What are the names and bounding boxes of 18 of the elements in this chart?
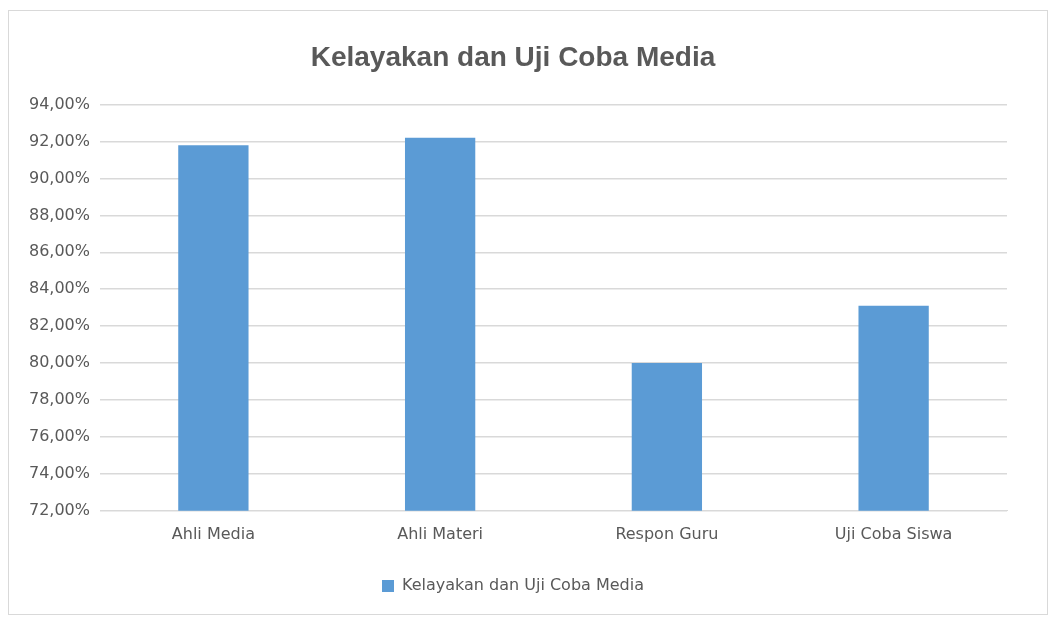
x-tick-label: Ahli Media (171, 523, 255, 543)
y-tick-label: 82,00% (28, 315, 91, 335)
legend-label: Kelayakan dan Uji Coba Media (401, 575, 645, 595)
y-tick-label: 72,00% (28, 499, 91, 519)
x-tick-label: Uji Coba Siswa (834, 523, 953, 543)
x-tick-label: Respon Guru (615, 523, 719, 543)
y-tick-label: 76,00% (28, 426, 91, 446)
y-tick-label: 74,00% (28, 463, 91, 483)
chart-title: Kelayakan dan Uji Coba Media (310, 40, 716, 72)
y-tick-label: 94,00% (28, 93, 91, 113)
y-tick-label: 86,00% (28, 241, 91, 261)
y-tick-label: 92,00% (28, 130, 91, 150)
y-tick-label: 80,00% (28, 352, 91, 372)
y-tick-label: 88,00% (28, 204, 91, 224)
x-tick-label: Ahli Materi (397, 523, 484, 543)
y-tick-label: 78,00% (28, 389, 91, 409)
y-tick-label: 84,00% (28, 278, 91, 298)
y-tick-label: 90,00% (28, 167, 91, 187)
